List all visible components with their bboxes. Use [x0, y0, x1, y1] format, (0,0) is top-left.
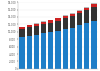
Bar: [77, 13, 82, 25]
Bar: [70, 13, 75, 14]
Bar: [77, 10, 82, 11]
Bar: [63, 15, 68, 16]
Bar: [91, 3, 97, 4]
Bar: [48, 20, 53, 23]
Bar: [77, 11, 82, 13]
Bar: [63, 29, 68, 69]
Bar: [34, 24, 39, 26]
Bar: [34, 23, 39, 24]
Bar: [19, 29, 25, 37]
Bar: [63, 16, 68, 18]
Bar: [91, 21, 97, 69]
Bar: [70, 14, 75, 16]
Bar: [41, 33, 46, 69]
Bar: [84, 10, 89, 23]
Bar: [27, 25, 32, 27]
Bar: [19, 37, 25, 69]
Bar: [63, 18, 68, 29]
Bar: [41, 21, 46, 22]
Bar: [84, 8, 89, 10]
Bar: [84, 23, 89, 69]
Bar: [70, 16, 75, 28]
Bar: [34, 26, 39, 35]
Bar: [48, 23, 53, 32]
Bar: [27, 27, 32, 36]
Bar: [27, 36, 32, 69]
Bar: [41, 24, 46, 33]
Bar: [41, 22, 46, 24]
Bar: [55, 31, 61, 69]
Bar: [19, 27, 25, 29]
Bar: [55, 18, 61, 21]
Bar: [91, 4, 97, 7]
Bar: [34, 35, 39, 69]
Bar: [77, 25, 82, 69]
Bar: [84, 7, 89, 8]
Bar: [55, 21, 61, 31]
Bar: [91, 7, 97, 21]
Bar: [70, 28, 75, 69]
Bar: [48, 32, 53, 69]
